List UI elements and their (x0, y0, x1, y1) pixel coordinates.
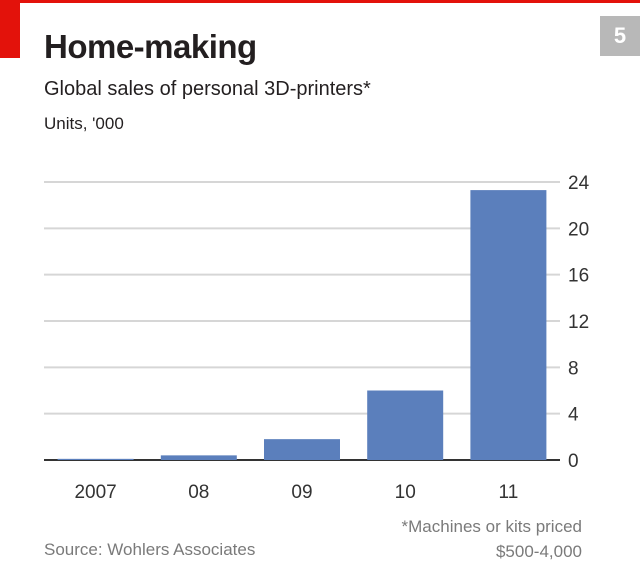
y-tick-label: 24 (568, 173, 590, 194)
x-tick-label: 09 (291, 482, 312, 503)
y-tick-label: 4 (568, 405, 579, 426)
red-tab (0, 0, 20, 58)
y-tick-label: 20 (568, 219, 589, 240)
source-note: Source: Wohlers Associates (44, 540, 256, 559)
y-tick-label: 8 (568, 358, 579, 379)
units-label: Units, '000 (44, 114, 124, 133)
chart-number-badge: 5 (600, 16, 640, 56)
top-rule (0, 0, 640, 3)
footnote: *Machines or kits priced $500-4,000 (402, 514, 582, 564)
bar-09 (264, 439, 340, 460)
x-tick-label: 2007 (74, 482, 116, 503)
chart-title: Home-making (44, 28, 257, 65)
footnote-line-1: *Machines or kits priced (401, 517, 582, 536)
x-tick-labels: 2007 08 09 10 11 (74, 482, 518, 503)
y-tick-label: 16 (568, 266, 589, 287)
x-tick-label: 10 (395, 482, 416, 503)
y-tick-labels: 0 4 8 12 16 20 24 (568, 173, 590, 472)
bar-11 (470, 190, 547, 460)
x-tick-label: 08 (188, 482, 209, 503)
bar-2007 (57, 458, 134, 460)
bars (57, 190, 547, 460)
y-tick-label: 0 (568, 451, 579, 472)
x-tick-label: 11 (499, 482, 519, 503)
bar-10 (367, 390, 444, 460)
bar-08 (160, 455, 237, 460)
footnote-line-2: $500-4,000 (495, 542, 582, 561)
chart-subtitle: Global sales of personal 3D-printers* (44, 78, 371, 100)
y-tick-label: 12 (568, 312, 589, 333)
